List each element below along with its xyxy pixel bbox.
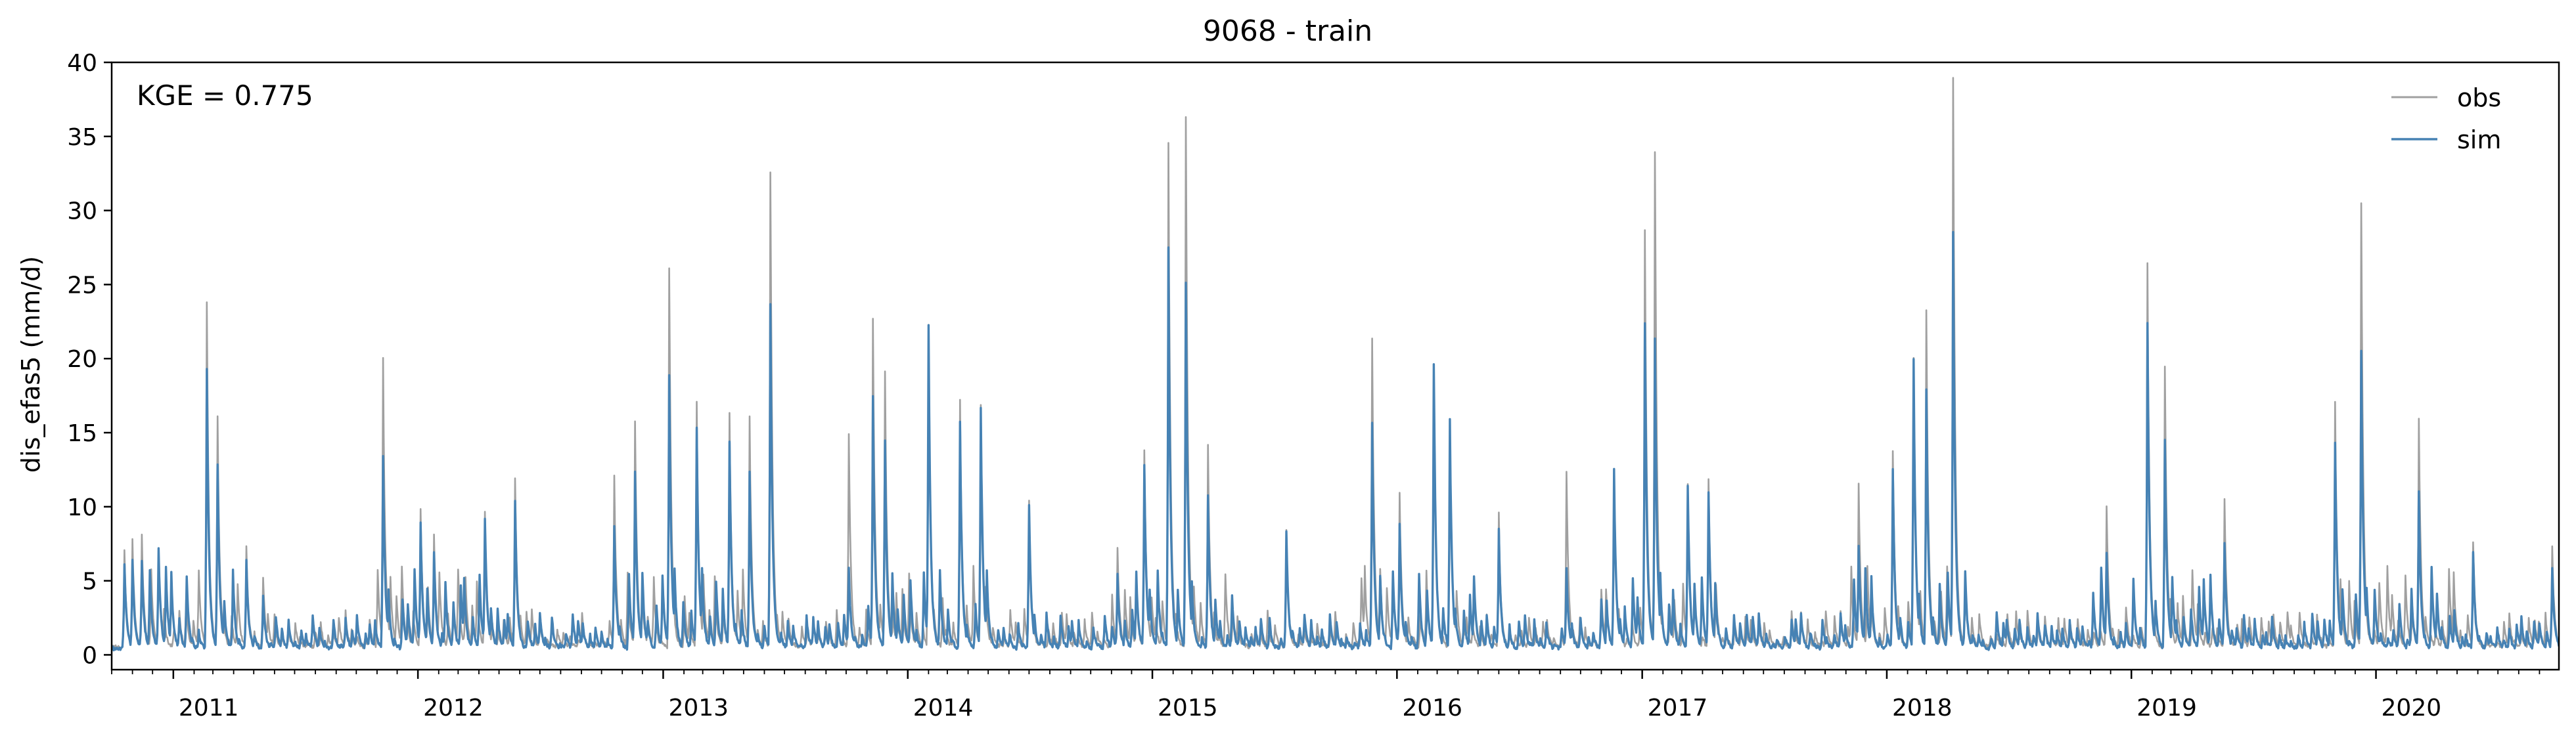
x-tick-label: 2020	[2382, 695, 2442, 722]
legend-label-obs: obs	[2457, 83, 2501, 112]
x-tick-label: 2016	[1402, 695, 1462, 722]
y-tick-label: 40	[67, 50, 97, 77]
legend-label-sim: sim	[2457, 125, 2501, 154]
y-tick-label: 15	[67, 420, 97, 447]
y-tick-label: 25	[67, 272, 97, 299]
x-tick-label: 2017	[1648, 695, 1708, 722]
x-tick-label: 2013	[668, 695, 729, 722]
series-group	[112, 77, 2559, 652]
y-axis-ticks: 0 5 10 15 20 25 30 35 40	[67, 50, 112, 669]
plot-area	[112, 77, 2559, 652]
chart-title: 9068 - train	[1203, 14, 1372, 48]
legend: obs sim	[2391, 83, 2501, 154]
y-axis-title: dis_efas5 (mm/d)	[16, 256, 45, 473]
x-tick-label: 2011	[179, 695, 239, 722]
x-tick-label: 2015	[1158, 695, 1218, 722]
y-tick-label: 20	[67, 346, 97, 373]
plot-frame	[110, 61, 2560, 671]
x-tick-label: 2012	[423, 695, 484, 722]
y-tick-label: 10	[67, 494, 97, 521]
series-line-sim	[112, 230, 2559, 652]
y-tick-label: 35	[67, 124, 97, 151]
y-tick-label: 0	[82, 642, 97, 669]
x-tick-label: 2014	[913, 695, 974, 722]
x-axis-ticks: 2011 2012 2013 2014 2015 2016 2017 2018 2019 2020	[111, 670, 2541, 722]
x-tick-label: 2018	[1892, 695, 1953, 722]
kge-annotation: KGE = 0.775	[137, 79, 313, 112]
x-tick-label: 2019	[2136, 695, 2197, 722]
y-tick-label: 30	[67, 198, 97, 225]
y-tick-label: 5	[82, 569, 97, 595]
